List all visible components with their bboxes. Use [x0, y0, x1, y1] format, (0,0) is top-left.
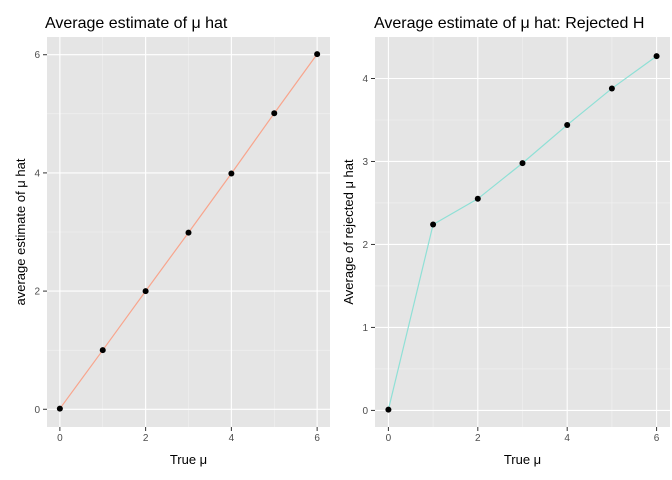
right-chart-panel: 0 2 4 6 0 1 2 3 4 Average estimate of μ hat: Reje…	[341, 15, 670, 467]
data-point	[56, 405, 63, 412]
x-axis-title: True μ	[170, 452, 207, 467]
y-tick-label: 4	[362, 74, 368, 85]
y-tick-label: 2	[362, 240, 368, 251]
data-point	[99, 347, 106, 354]
y-tick-label: 3	[362, 157, 368, 168]
x-tick-label: 2	[143, 433, 149, 444]
data-point	[142, 288, 149, 295]
data-point	[519, 160, 526, 167]
x-axis-title: True μ	[504, 452, 541, 467]
data-point	[385, 406, 392, 413]
x-tick-label: 6	[314, 433, 320, 444]
left-chart-panel: 0 2 4 6 0 2 4 6 Average estimate of μ hat True μ a…	[13, 15, 330, 467]
data-point	[228, 170, 235, 177]
y-axis-title: average estimate of μ hat	[13, 158, 28, 305]
y-tick-label: 0	[34, 405, 40, 416]
data-point	[653, 53, 660, 60]
y-tick-label: 1	[362, 323, 368, 334]
y-axis-title: Average of rejected μ hat	[341, 159, 356, 305]
chart-title: Average estimate of μ hat	[45, 15, 228, 32]
data-point	[474, 195, 481, 202]
x-tick-label: 2	[475, 433, 481, 444]
chart-title: Average estimate of μ hat: Rejected H	[374, 15, 644, 32]
y-tick-label: 2	[34, 287, 40, 298]
data-point	[564, 121, 571, 128]
x-tick-label: 4	[564, 433, 570, 444]
y-tick-label: 4	[34, 168, 40, 179]
y-tick-label: 6	[34, 50, 40, 61]
x-tick-label: 0	[386, 433, 392, 444]
x-tick-label: 6	[654, 433, 660, 444]
x-tick-label: 4	[229, 433, 235, 444]
x-tick-label: 0	[57, 433, 63, 444]
y-tick-label: 0	[362, 406, 368, 417]
data-point	[185, 229, 192, 236]
data-point	[314, 51, 321, 58]
data-point	[271, 110, 278, 117]
data-point	[430, 221, 437, 228]
data-point	[608, 85, 615, 92]
